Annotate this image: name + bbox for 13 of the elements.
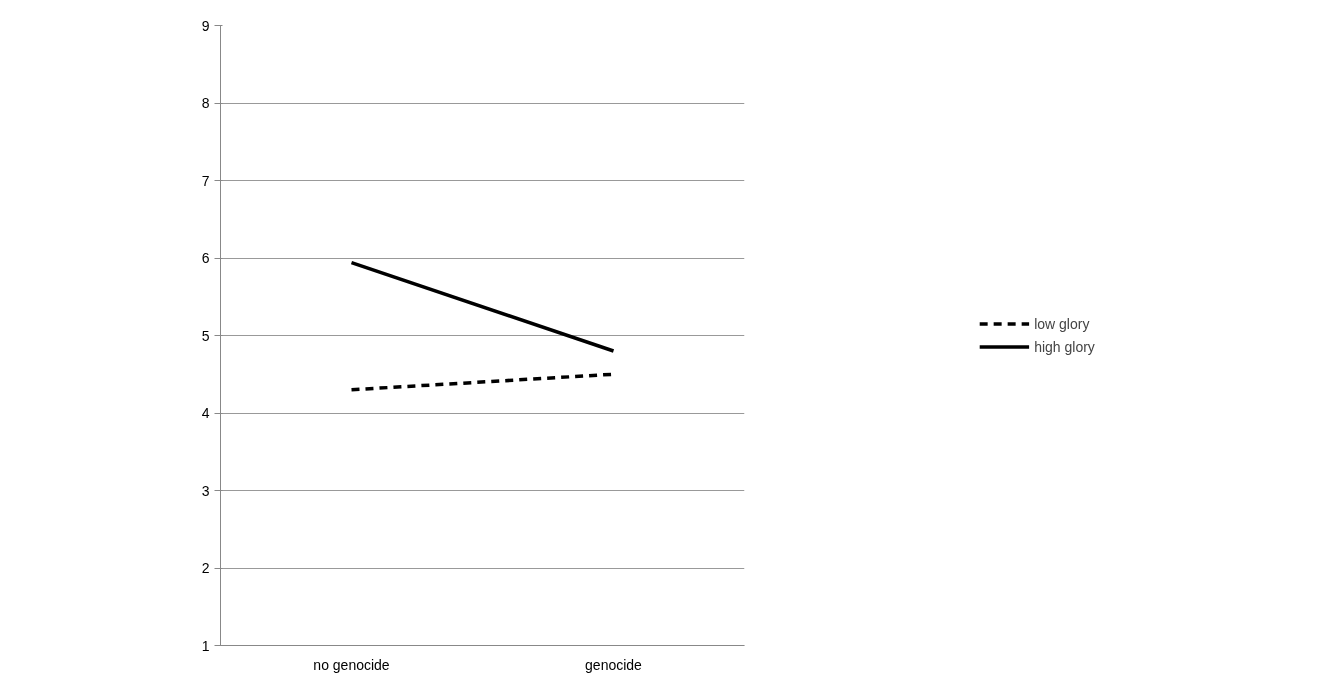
y-tick-label: 9 [201,17,210,34]
x-tick-label: genocide [585,656,643,673]
y-tick-label: 6 [201,250,210,266]
y-tick-label: 8 [201,95,210,111]
y-tick-label: 1 [201,637,210,654]
y-tick-label: 7 [201,172,210,189]
legend-label: low glory [1034,315,1090,332]
y-tick-label: 4 [201,405,210,421]
legend-label: high glory [1034,338,1095,355]
y-tick-label: 3 [201,482,210,499]
y-tick-label: 5 [201,327,210,344]
x-tick-label: no genocide [313,656,390,673]
y-tick-label: 2 [201,560,210,576]
